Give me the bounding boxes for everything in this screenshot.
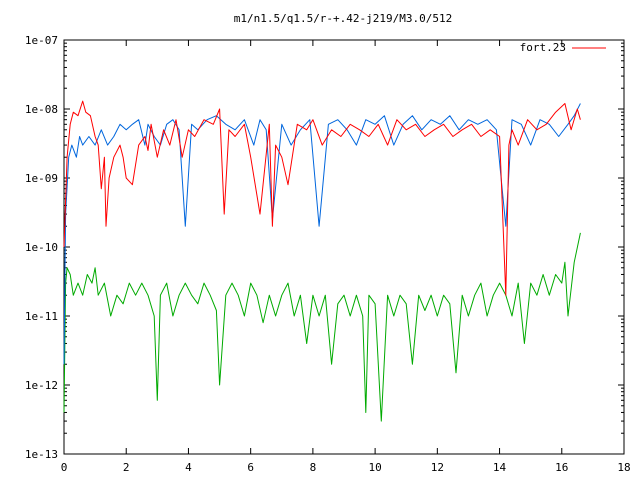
y-tick-label: 1e-08 — [25, 103, 58, 116]
series-line-2 — [63, 232, 581, 422]
y-tick-label: 1e-07 — [25, 34, 58, 47]
x-tick-label: 8 — [310, 461, 317, 474]
x-tick-label: 4 — [185, 461, 192, 474]
x-tick-label: 2 — [123, 461, 130, 474]
series-layer — [63, 100, 581, 422]
legend: fort.23 — [520, 41, 606, 54]
x-tick-label: 18 — [617, 461, 630, 474]
axis-ticks: 0 2 4 6 8 10 12 14 16 18 1e-13 1e-12 1e-11 1e-10 1e-09… — [25, 34, 631, 474]
x-tick-label: 10 — [368, 461, 381, 474]
y-tick-label: 1e-11 — [25, 310, 58, 323]
x-tick-label: 12 — [431, 461, 444, 474]
x-tick-label: 6 — [247, 461, 254, 474]
chart-title: m1/n1.5/q1.5/r-+.42-j219/M3.0/512 — [234, 12, 453, 25]
y-tick-label: 1e-13 — [25, 448, 58, 461]
y-tick-label: 1e-10 — [25, 241, 58, 254]
series-line-0 — [63, 100, 581, 296]
y-tick-label: 1e-12 — [25, 379, 58, 392]
x-tick-label: 0 — [61, 461, 68, 474]
plot-frame — [63, 39, 625, 455]
legend-label: fort.23 — [520, 41, 566, 54]
y-tick-label: 1e-09 — [25, 172, 58, 185]
x-tick-label: 14 — [493, 461, 507, 474]
x-tick-label: 16 — [555, 461, 568, 474]
